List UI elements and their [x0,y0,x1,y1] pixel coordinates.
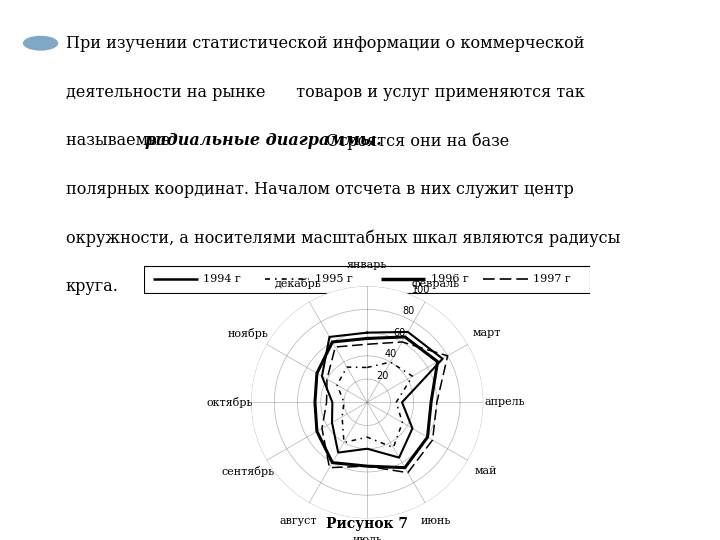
Text: 1996 г: 1996 г [431,274,468,285]
Text: Рисунок 7: Рисунок 7 [326,517,408,531]
Text: окружности, а носителями масштабных шкал являются радиусы: окружности, а носителями масштабных шкал… [66,230,620,247]
Text: круга.: круга. [66,278,119,295]
Text: 1994 г: 1994 г [203,274,240,285]
FancyBboxPatch shape [144,266,590,293]
Text: называемые: называемые [66,132,175,149]
Text: радиальные диаграммы.: радиальные диаграммы. [145,132,382,149]
Text: При изучении статистической информации о коммерческой: При изучении статистической информации о… [66,35,584,52]
Text: полярных координат. Началом отсчета в них служит центр: полярных координат. Началом отсчета в ни… [66,181,573,198]
Text: 1995 г: 1995 г [315,274,352,285]
Text: деятельности на рынке      товаров и услуг применяются так: деятельности на рынке товаров и услуг пр… [66,84,585,100]
Text: 1997 г: 1997 г [534,274,571,285]
Circle shape [24,37,58,50]
Text: Строятся они на базе: Строятся они на базе [321,132,510,150]
